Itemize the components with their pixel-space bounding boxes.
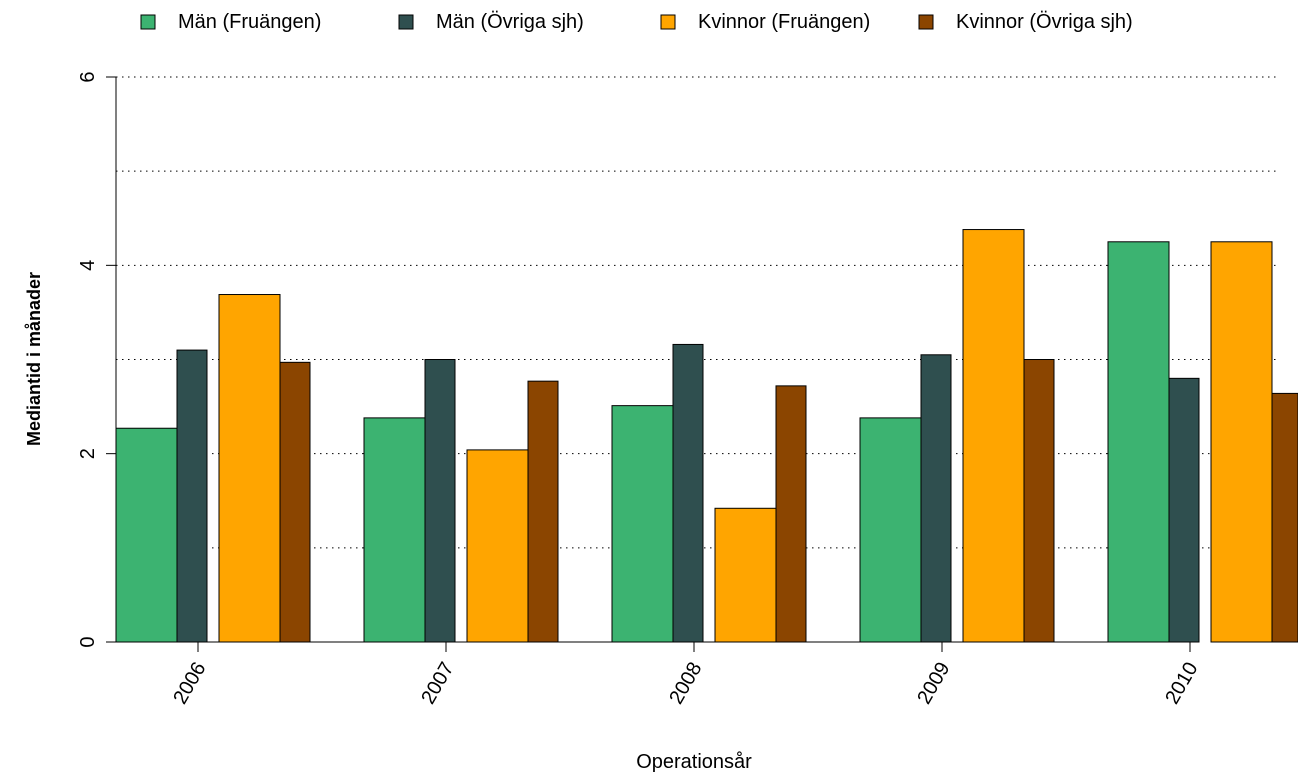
x-tick-label: 2009 (913, 659, 954, 709)
x-axis-title: Operationsår (636, 751, 752, 773)
x-tick-label: 2010 (1161, 659, 1202, 709)
bar (363, 417, 426, 643)
legend-label: Män (Övriga sjh) (436, 11, 584, 33)
bar (775, 385, 807, 643)
y-axis-title: Mediantid i månader (24, 272, 44, 446)
y-tick-label: 0 (77, 636, 99, 647)
bar (1210, 241, 1273, 643)
legend-swatch (660, 14, 676, 30)
bar (466, 449, 529, 643)
bar (611, 405, 674, 643)
bar (1107, 241, 1170, 643)
legend-label: Kvinnor (Övriga sjh) (956, 11, 1133, 33)
x-axis: 2006 2007 2008 2009 2010 (169, 641, 1203, 709)
bar (424, 359, 456, 643)
bar (1271, 392, 1298, 643)
bar (279, 361, 311, 643)
bar (714, 507, 777, 643)
bar (1023, 359, 1055, 643)
y-tick-label: 6 (77, 71, 99, 82)
bar (115, 427, 178, 643)
x-tick-label: 2007 (417, 659, 458, 709)
bar (176, 349, 208, 643)
y-tick-label: 4 (77, 260, 99, 271)
bar (218, 294, 281, 643)
bar (859, 417, 922, 643)
y-tick-label: 2 (77, 448, 99, 459)
legend-swatch (918, 14, 934, 30)
y-axis: 0 2 4 6 (77, 71, 117, 648)
bar (1168, 377, 1200, 643)
x-tick-label: 2008 (665, 659, 706, 709)
bar (527, 380, 559, 643)
legend-swatch (398, 14, 414, 30)
x-tick-label: 2006 (169, 659, 210, 709)
legend: Män (Fruängen) Män (Övriga sjh) Kvinnor (F… (140, 11, 1133, 33)
legend-swatch (140, 14, 156, 30)
legend-label: Män (Fruängen) (178, 11, 321, 33)
bars (115, 229, 1298, 643)
bar (920, 354, 952, 643)
bar (672, 343, 704, 643)
legend-label: Kvinnor (Fruängen) (698, 11, 870, 33)
bar (962, 229, 1025, 643)
